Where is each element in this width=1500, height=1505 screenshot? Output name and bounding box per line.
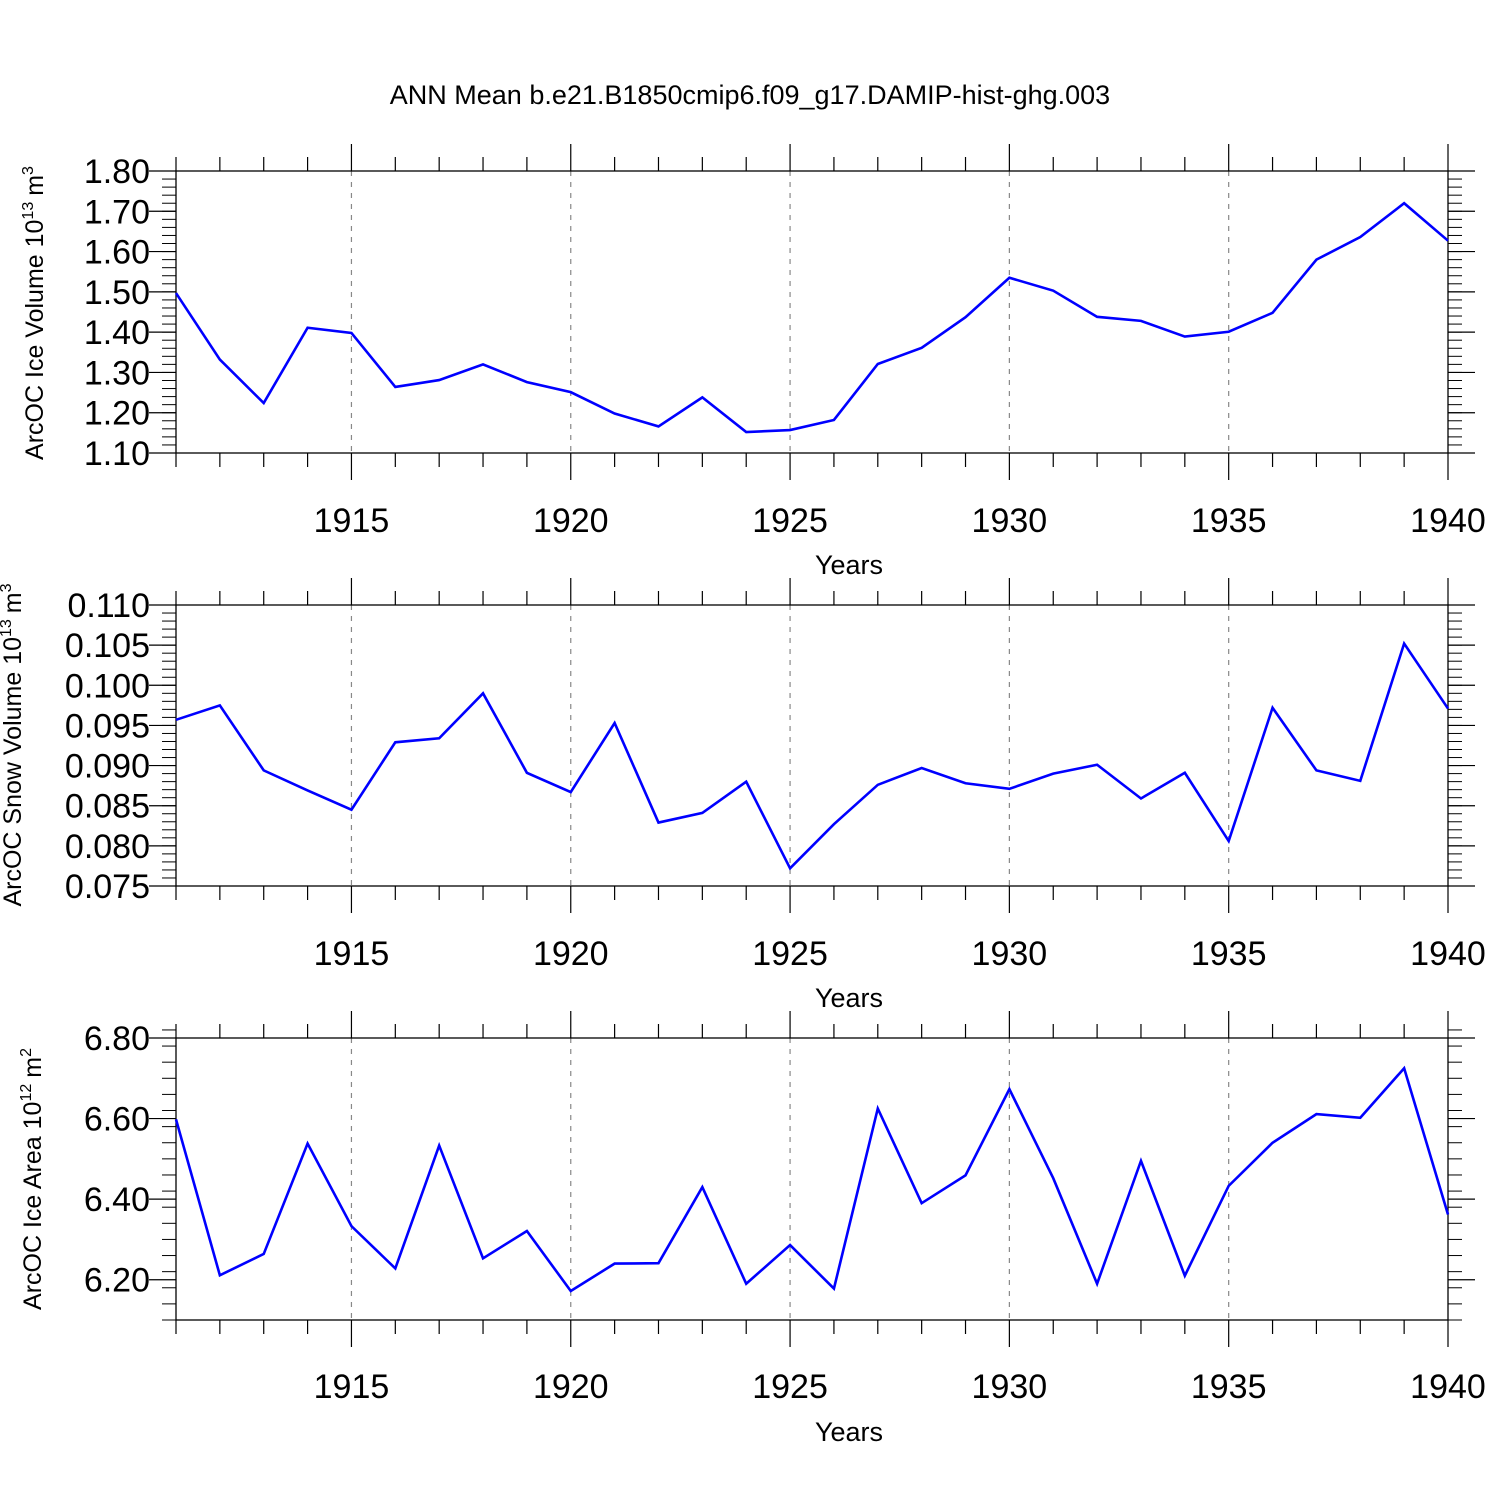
figure-title: ANN Mean b.e21.B1850cmip6.f09_g17.DAMIP-…	[390, 80, 1110, 110]
y-axis-label-unit: m	[0, 592, 27, 613]
y-tick-label: 0.100	[65, 667, 150, 705]
y-tick-label: 0.080	[65, 828, 150, 866]
x-tick-label: 1925	[752, 1368, 828, 1406]
x-tick-label: 1930	[972, 502, 1048, 540]
y-tick-label: 6.40	[84, 1181, 150, 1219]
x-tick-label: 1915	[314, 935, 390, 973]
y-tick-label: 0.105	[65, 627, 150, 665]
x-tick-label: 1920	[533, 935, 609, 973]
y-axis-label-text: ArcOC Ice Area 10	[19, 1102, 47, 1310]
x-tick-label: 1940	[1410, 935, 1486, 973]
y-axis-label: ArcOC Ice Area 1012 m2	[18, 1048, 47, 1310]
x-tick-label: 1935	[1191, 502, 1267, 540]
y-tick-label: 1.50	[84, 274, 150, 312]
x-tick-label: 1915	[314, 502, 390, 540]
series-line	[176, 203, 1448, 432]
y-tick-label: 0.085	[65, 788, 150, 826]
plot-frame	[176, 605, 1448, 886]
y-axis-label-text: ArcOC Ice Volume 10	[21, 220, 49, 460]
series-line	[176, 644, 1448, 869]
y-tick-label: 1.60	[84, 234, 150, 272]
x-axis-label: Years	[815, 983, 883, 1013]
panels: 1.101.201.301.401.501.601.701.80 1915 1920…	[0, 144, 1486, 1447]
x-tick-label: 1915	[314, 1368, 390, 1406]
y-tick-label: 1.70	[84, 193, 150, 231]
y-axis-label-exponent: 12	[18, 1084, 35, 1102]
series-line	[176, 1068, 1448, 1291]
chart-panel-1: 1.101.201.301.401.501.601.701.80 1915 1920…	[20, 144, 1486, 580]
x-tick-label: 1940	[1410, 502, 1486, 540]
x-tick-label: 1925	[752, 935, 828, 973]
y-tick-label: 6.20	[84, 1262, 150, 1300]
y-axis-label-unit: m	[19, 1057, 47, 1078]
x-tick-label: 1940	[1410, 1368, 1486, 1406]
y-tick-label: 1.80	[84, 153, 150, 191]
y-tick-label: 6.60	[84, 1101, 150, 1139]
chart-panel-2: 0.0750.0800.0850.0900.0950.1000.1050.110…	[0, 578, 1486, 1013]
x-tick-label: 1920	[533, 1368, 609, 1406]
y-tick-label: 1.10	[84, 435, 150, 473]
y-axis-label-unit: m	[21, 175, 49, 196]
y-tick-label: 6.80	[84, 1020, 150, 1058]
y-tick-label: 0.095	[65, 707, 150, 745]
y-tick-label: 1.30	[84, 354, 150, 392]
y-axis-label-unit-exponent: 2	[18, 1048, 35, 1057]
chart-panel-3: 6.20 6.40 6.60 6.80 1915 1920 1925 1930 1935 1940…	[18, 1011, 1486, 1447]
y-tick-label: 0.090	[65, 748, 150, 786]
plot-frame	[176, 171, 1448, 453]
y-axis-label-unit-exponent: 3	[0, 583, 15, 592]
x-tick-label: 1930	[972, 935, 1048, 973]
y-tick-label: 1.20	[84, 395, 150, 433]
y-axis-label-exponent: 13	[20, 202, 37, 220]
y-tick-label: 1.40	[84, 314, 150, 352]
y-tick-label: 0.075	[65, 868, 150, 906]
plot-frame	[176, 1038, 1448, 1320]
y-axis-label: ArcOC Ice Volume 1013 m3	[20, 166, 49, 460]
x-tick-label: 1935	[1191, 935, 1267, 973]
x-axis-label: Years	[815, 550, 883, 580]
x-tick-label: 1925	[752, 502, 828, 540]
y-axis-label-exponent: 13	[0, 619, 15, 637]
y-tick-label: 0.110	[67, 587, 150, 625]
x-tick-label: 1930	[972, 1368, 1048, 1406]
x-axis-label: Years	[815, 1417, 883, 1447]
y-axis-label-text: ArcOC Snow Volume 10	[0, 637, 27, 907]
y-axis-label-unit-exponent: 3	[20, 166, 37, 175]
x-tick-label: 1935	[1191, 1368, 1267, 1406]
y-axis-label: ArcOC Snow Volume 1013 m3	[0, 583, 27, 906]
x-tick-label: 1920	[533, 502, 609, 540]
